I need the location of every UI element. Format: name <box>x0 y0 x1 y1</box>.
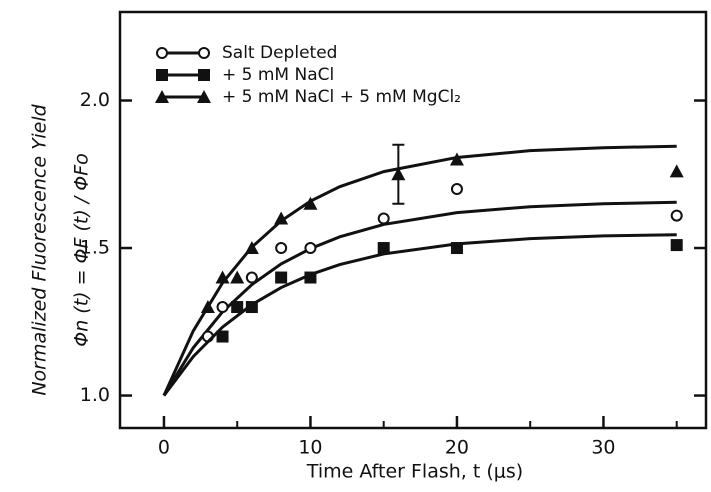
x-tick-label: 10 <box>298 437 322 459</box>
point <box>670 239 683 252</box>
fit-curve <box>162 144 677 397</box>
point <box>275 242 288 255</box>
point <box>245 301 258 314</box>
plot-frame <box>118 10 708 430</box>
y-tick-label: 1.5 <box>80 237 110 259</box>
legend-label: + 5 mM NaCl <box>222 65 334 85</box>
x-tick-label: 0 <box>158 437 170 459</box>
fit-curve <box>162 200 677 397</box>
point <box>231 301 244 314</box>
point <box>216 301 229 314</box>
point <box>449 152 464 166</box>
point <box>230 270 245 284</box>
y-axis-label-formula: Φn (t) = ΦF (t) / ΦFo <box>71 153 93 347</box>
x-tick-label: 30 <box>591 437 615 459</box>
y-tick-label: 1.0 <box>80 384 110 406</box>
legend-marker <box>197 90 211 103</box>
point <box>245 271 258 284</box>
point <box>450 242 463 255</box>
point <box>669 164 684 178</box>
point <box>200 300 215 314</box>
x-tick-label: 20 <box>445 437 469 459</box>
legend-marker <box>156 69 168 81</box>
point <box>304 271 317 284</box>
point <box>391 167 406 181</box>
legend-marker <box>198 69 210 81</box>
point <box>275 271 288 284</box>
point <box>377 212 390 225</box>
legend-marker <box>198 47 210 59</box>
point <box>215 270 230 284</box>
point <box>216 330 229 343</box>
point <box>670 209 683 222</box>
legend-marker <box>155 90 169 103</box>
x-axis-label: Time After Flash, t (μs) <box>306 461 523 483</box>
legend-marker <box>156 47 168 59</box>
point <box>304 242 317 255</box>
y-axis-label: Normalized Fluorescence Yield <box>29 103 51 395</box>
point <box>450 183 463 196</box>
point <box>377 242 390 255</box>
legend-label: + 5 mM NaCl + 5 mM MgCl₂ <box>222 87 461 107</box>
point <box>303 196 318 210</box>
point <box>274 211 289 225</box>
point <box>244 241 259 255</box>
legend-label: Salt Depleted <box>222 43 337 63</box>
y-tick-label: 2.0 <box>80 89 110 111</box>
